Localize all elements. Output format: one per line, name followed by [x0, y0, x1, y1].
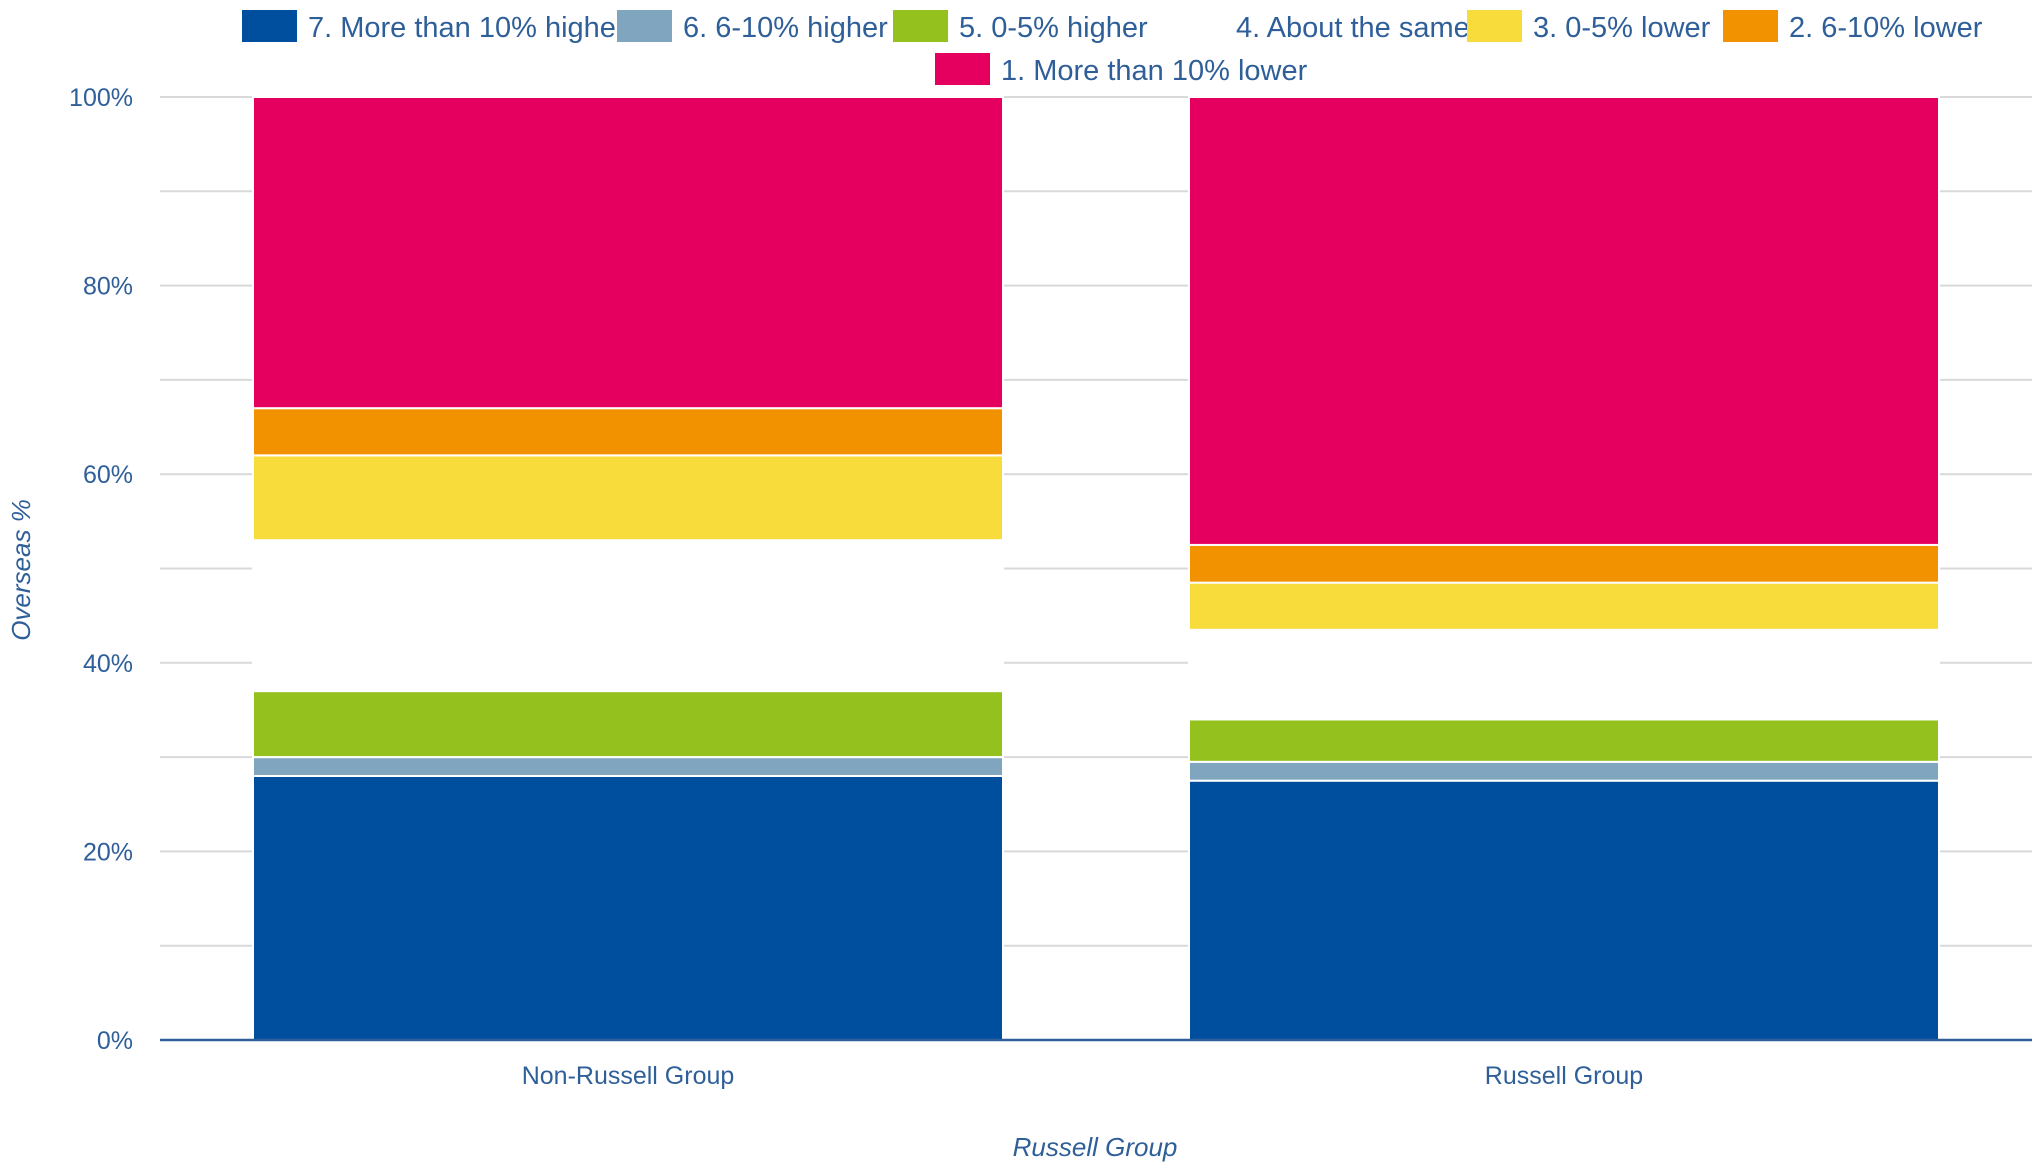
- bar-segment-non-russell-group-2-6-10-lower: [252, 407, 1004, 457]
- legend-item-3-0-5-lower: 3. 0-5% lower: [1467, 10, 1711, 44]
- bar-segment-non-russell-group-7-more-than-10-higher: [252, 774, 1004, 1042]
- x-axis-title: Russell Group: [1013, 1132, 1178, 1162]
- y-tick-label: 20%: [83, 838, 133, 866]
- legend-item-6-6-10-higher: 6. 6-10% higher: [617, 10, 888, 44]
- legend-label: 2. 6-10% lower: [1789, 12, 1983, 44]
- bar-segment-russell-group-4-about-the-same: [1188, 628, 1940, 721]
- bar-segment-russell-group-1-more-than-10-lower: [1188, 96, 1940, 546]
- legend-swatch: [617, 10, 672, 42]
- y-tick-label: 40%: [83, 650, 133, 678]
- y-tick-label: 0%: [97, 1027, 133, 1055]
- y-tick-label: 80%: [83, 273, 133, 301]
- legend-item-7-more-than-10-higher: 7. More than 10% higher: [242, 10, 626, 44]
- bar-segment-non-russell-group-6-6-10-higher: [252, 756, 1004, 777]
- legend-item-5-0-5-higher: 5. 0-5% higher: [893, 10, 1148, 44]
- legend-label: 3. 0-5% lower: [1533, 12, 1711, 44]
- legend-label: 4. About the same: [1236, 12, 1470, 44]
- bar-segment-non-russell-group-3-0-5-lower: [252, 454, 1004, 542]
- legend-label: 7. More than 10% higher: [308, 12, 626, 44]
- x-tick-label: Russell Group: [1485, 1062, 1643, 1090]
- x-tick-label: Non-Russell Group: [522, 1062, 735, 1090]
- legend-item-4-about-the-same: 4. About the same: [1170, 10, 1470, 44]
- legend-item-1-more-than-10-lower: 1. More than 10% lower: [935, 53, 1308, 87]
- bar-segment-non-russell-group-1-more-than-10-lower: [252, 96, 1004, 410]
- legend-label: 5. 0-5% higher: [959, 12, 1148, 44]
- bar-segment-russell-group-7-more-than-10-higher: [1188, 779, 1940, 1041]
- bar-segment-non-russell-group-4-about-the-same: [252, 539, 1004, 693]
- legend-swatch: [1723, 10, 1778, 42]
- legend-swatch: [1467, 10, 1522, 42]
- legend-swatch: [893, 10, 948, 42]
- y-tick-label: 100%: [69, 84, 133, 112]
- y-tick-label: 60%: [83, 461, 133, 489]
- bar-segment-russell-group-3-0-5-lower: [1188, 581, 1940, 631]
- legend-item-2-6-10-lower: 2. 6-10% lower: [1723, 10, 1983, 44]
- bar-segment-russell-group-2-6-10-lower: [1188, 543, 1940, 584]
- legend-swatch: [242, 10, 297, 42]
- legend-label: 6. 6-10% higher: [683, 12, 888, 44]
- bar-segment-russell-group-5-0-5-higher: [1188, 718, 1940, 763]
- axis-layer: 0% 20% 40% 60% 80% 100% Non-Russell Group Russe…: [69, 84, 2032, 1090]
- legend: 7. More than 10% higher 6. 6-10% higher 5.…: [242, 10, 1983, 87]
- bar-segment-non-russell-group-5-0-5-higher: [252, 690, 1004, 759]
- bar-segment-russell-group-6-6-10-higher: [1188, 760, 1940, 782]
- legend-swatch: [1170, 10, 1225, 42]
- legend-label: 1. More than 10% lower: [1001, 55, 1308, 87]
- bars-layer: [252, 96, 1940, 1042]
- legend-swatch: [935, 53, 990, 85]
- y-axis-title: Overseas %: [6, 499, 36, 641]
